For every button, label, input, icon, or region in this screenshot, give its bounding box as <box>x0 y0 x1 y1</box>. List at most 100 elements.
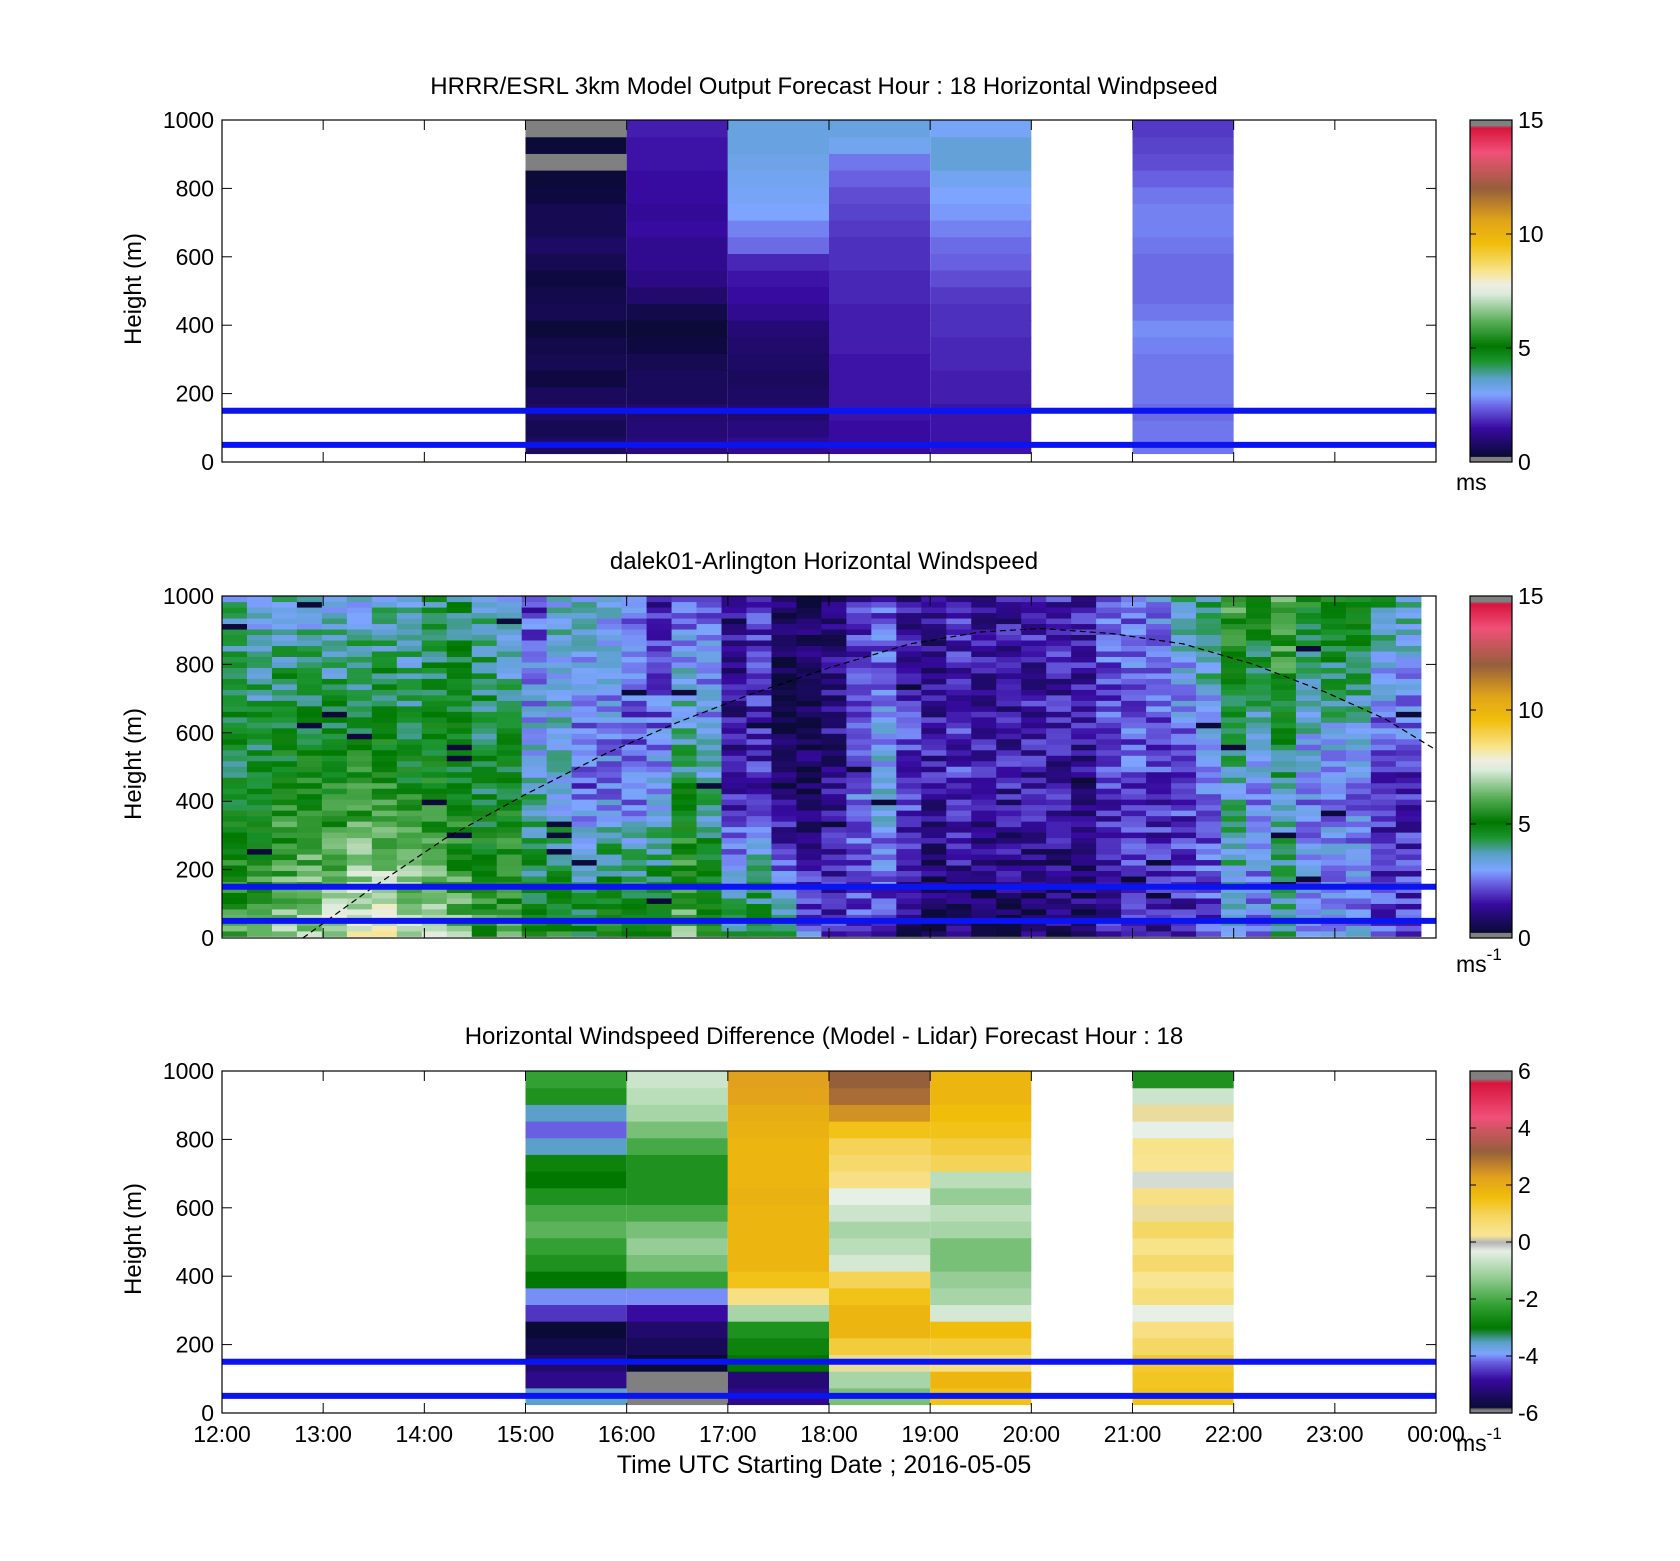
heatmap-cell-c22-r28 <box>771 777 798 784</box>
heatmap-cell-c22-r24 <box>771 799 798 806</box>
heatmap-cell-c34-r16 <box>1071 842 1097 850</box>
heatmap-cell-c4-r15 <box>321 848 348 855</box>
heatmap-cell-c36-r43 <box>1121 694 1147 701</box>
heatmap-cell-c12-r52 <box>521 645 548 652</box>
heatmap-cell-c40-r15 <box>1221 848 1247 855</box>
heatmap-cell-c8-r34 <box>421 744 448 751</box>
heatmap-cell-c16-r4 <box>621 908 648 915</box>
heatmap-cell-c31-r28 <box>996 777 1022 784</box>
colorbar-segment <box>1470 1090 1512 1093</box>
heatmap-cell-c13-r6 <box>546 897 573 904</box>
heatmap-cell-c36-r56 <box>1121 623 1147 630</box>
heatmap-cell-c44-r40 <box>1320 711 1347 718</box>
heatmap-cell-c40-r31 <box>1221 760 1247 767</box>
heatmap-cell-c32-r49 <box>1021 661 1047 668</box>
heatmap-cell-c11-r47 <box>496 672 523 679</box>
heatmap-cell-c43-r59 <box>1295 606 1322 614</box>
heatmap-cell-c16-r10 <box>621 875 648 883</box>
heatmap-cell-c7-r27 <box>396 782 423 789</box>
heatmap-cell-c13-r0 <box>546 930 573 937</box>
colorbar-segment <box>1470 811 1512 814</box>
heatmap-cell-c24-r51 <box>821 650 847 657</box>
heatmap-cell-c11-r46 <box>496 678 523 685</box>
heatmap-cell-c14-r45 <box>571 683 598 690</box>
heatmap-cell-c9-r47 <box>446 672 473 679</box>
colorbar-segment <box>1470 278 1512 281</box>
colorbar-segment <box>1470 385 1512 388</box>
heatmap-cell-c4-r15 <box>930 186 1032 204</box>
heatmap-cell-c13-r8 <box>546 886 573 893</box>
heatmap-cell-c34-r43 <box>1071 694 1097 701</box>
heatmap-cell-c14-r53 <box>571 639 598 646</box>
heatmap-cell-c38-r50 <box>1171 656 1197 663</box>
colorbar-segment <box>1470 389 1512 392</box>
heatmap-cell-c37-r25 <box>1146 793 1172 800</box>
heatmap-cell-c0-r1 <box>222 925 248 932</box>
heatmap-cell-c6-r25 <box>371 793 398 800</box>
heatmap-cell-c24-r26 <box>821 788 847 795</box>
colorbar-segment <box>1470 296 1512 299</box>
heatmap-cell-c20-r46 <box>721 678 748 685</box>
heatmap-cell-c39-r13 <box>1196 859 1222 866</box>
heatmap-cell-c4-r37 <box>321 727 348 734</box>
heatmap-cell-c42-r23 <box>1270 804 1297 811</box>
colorbar-segment <box>1470 208 1512 211</box>
heatmap-cell-c36-r12 <box>1121 864 1147 872</box>
heatmap-cell-c46-r26 <box>1370 788 1397 795</box>
colorbar-segment <box>1470 1106 1512 1109</box>
colorbar-segment <box>1470 839 1512 842</box>
heatmap-cell-c32-r26 <box>1021 788 1047 795</box>
heatmap-cell-c27-r38 <box>896 722 922 729</box>
colorbar-segment <box>1470 363 1512 366</box>
heatmap-cell-c44-r29 <box>1320 771 1347 778</box>
heatmap-cell-c28-r24 <box>921 799 947 806</box>
heatmap-cell-c5-r26 <box>346 788 373 795</box>
colorbar-segment <box>1470 1155 1512 1158</box>
heatmap-cell-c2-r52 <box>271 645 298 652</box>
colorbar-segment <box>1470 719 1512 722</box>
heatmap-cell-c14-r8 <box>571 886 598 893</box>
heatmap-cell-c27-r20 <box>896 821 922 828</box>
colorbar-segment <box>1470 769 1512 772</box>
heatmap-cell-c47-r8 <box>1395 886 1422 893</box>
heatmap-cell-c32-r23 <box>1021 804 1047 811</box>
heatmap-cell-c0-r45 <box>222 683 248 690</box>
heatmap-cell-c10-r55 <box>471 628 498 636</box>
heatmap-cell-c29-r44 <box>946 689 972 696</box>
colorbar-segment <box>1470 195 1512 198</box>
colorbar-segment <box>1470 614 1512 617</box>
colorbar-segment <box>1470 764 1512 767</box>
heatmap-cell-c25-r57 <box>846 617 872 625</box>
heatmap-cell-c37-r57 <box>1146 617 1172 625</box>
colorbar-segment <box>1470 915 1512 918</box>
heatmap-cell-c6-r59 <box>371 606 398 614</box>
heatmap-cell-c19-r17 <box>696 837 723 844</box>
heatmap-cell-c30-r54 <box>971 634 997 641</box>
heatmap-cell-c30-r50 <box>971 656 997 663</box>
heatmap-cell-c40-r47 <box>1221 672 1247 679</box>
heatmap-cell-c44-r61 <box>1320 596 1347 603</box>
heatmap-cell-c4-r41 <box>321 705 348 712</box>
heatmap-cell-c19-r42 <box>696 700 723 707</box>
heatmap-cell-c14-r54 <box>571 634 598 641</box>
heatmap-cell-c9-r50 <box>446 656 473 663</box>
heatmap-cell-c3-r12 <box>829 236 931 254</box>
heatmap-cell-c34-r38 <box>1071 722 1097 729</box>
heatmap-cell-c4-r58 <box>321 612 348 619</box>
heatmap-cell-c13-r53 <box>546 639 573 646</box>
colorbar-segment <box>1470 333 1512 336</box>
colorbar-segment <box>1470 372 1512 375</box>
heatmap-cell-c44-r32 <box>1320 755 1347 762</box>
heatmap-cell-c13-r26 <box>546 788 573 795</box>
heatmap-cell-c22-r51 <box>771 650 798 657</box>
heatmap-cell-c5-r13 <box>1132 1171 1234 1189</box>
colorbar-segment <box>1470 164 1512 167</box>
heatmap-cell-c41-r33 <box>1245 749 1272 756</box>
heatmap-cell-c35-r8 <box>1096 886 1122 893</box>
heatmap-cell-c11-r45 <box>496 683 523 690</box>
colorbar-segment <box>1470 1308 1512 1311</box>
heatmap-cell-c12-r39 <box>521 716 548 723</box>
heatmap-cell-c4-r4 <box>321 908 348 915</box>
heatmap-cell-c1-r1 <box>246 925 273 932</box>
heatmap-cell-c6-r17 <box>371 837 398 844</box>
